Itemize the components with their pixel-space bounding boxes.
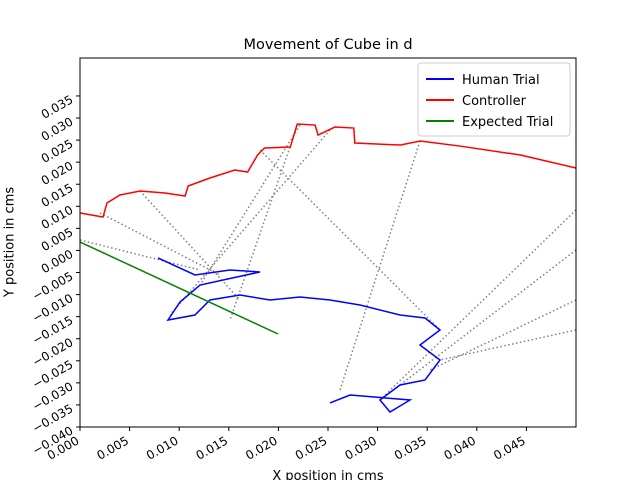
- series-line: [80, 124, 576, 401]
- series-line: [157, 257, 442, 413]
- legend-box: [417, 62, 571, 137]
- y-axis-label: Y position in cms: [3, 187, 18, 298]
- x-axis-label: X position in cms: [272, 469, 383, 480]
- legend-label: Expected Trial: [462, 115, 553, 130]
- legend-label: Human Trial: [462, 73, 540, 88]
- series-line: [80, 123, 576, 218]
- legend-label: Controller: [462, 94, 527, 109]
- series-line: [80, 241, 279, 335]
- chart-title: Movement of Cube in d: [243, 37, 412, 53]
- plot-area: [80, 123, 576, 413]
- legend: Human Trial Controller Expected Trial: [417, 62, 571, 137]
